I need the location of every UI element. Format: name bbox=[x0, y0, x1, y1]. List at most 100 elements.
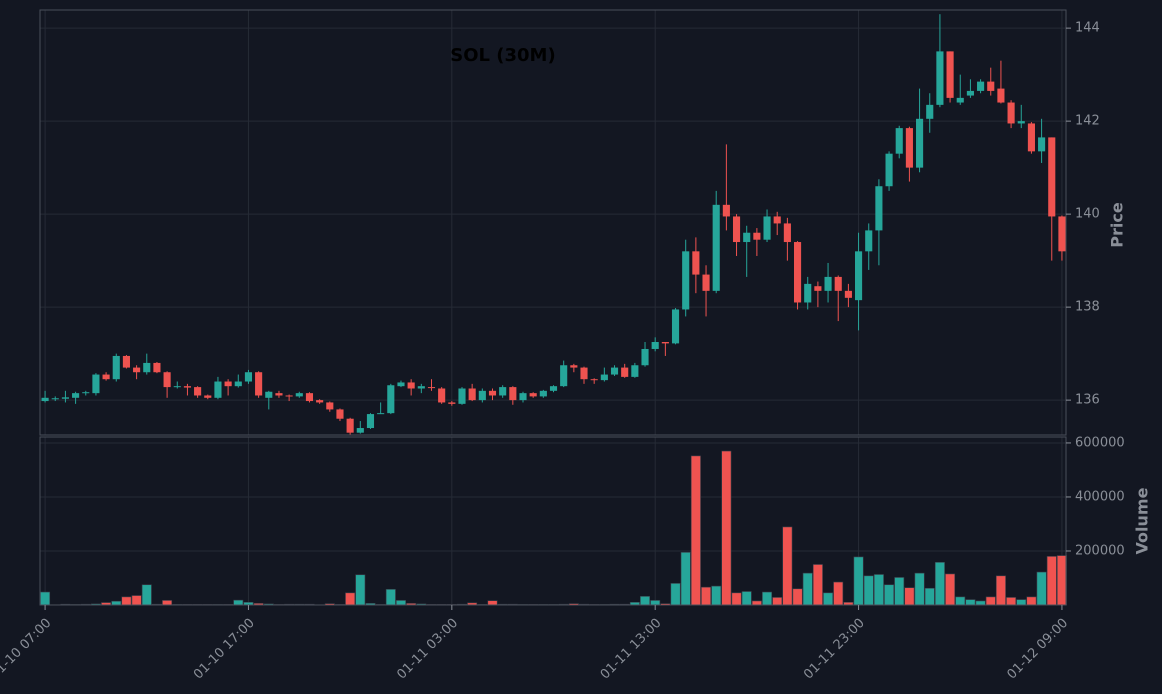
volume-bar bbox=[812, 564, 823, 606]
candle-body bbox=[194, 387, 202, 396]
candle-body bbox=[610, 367, 619, 375]
candle-body bbox=[92, 374, 100, 394]
volume-bar bbox=[40, 591, 51, 606]
volume-bar bbox=[833, 581, 844, 606]
candle-body bbox=[997, 88, 1005, 103]
volume-bar bbox=[111, 600, 122, 606]
volume-bar bbox=[721, 450, 732, 606]
volume-bar bbox=[121, 596, 132, 606]
volume-bar bbox=[792, 588, 803, 606]
y-tick-label: 138 bbox=[1075, 300, 1100, 315]
candle-body bbox=[1027, 123, 1035, 152]
volume-bar bbox=[640, 596, 651, 606]
candle-body bbox=[966, 90, 974, 96]
candle-body bbox=[783, 223, 791, 243]
candle-body bbox=[102, 374, 110, 380]
y-axis-label: Price bbox=[1108, 202, 1127, 248]
candle-body bbox=[336, 409, 344, 419]
price-frame bbox=[39, 9, 1067, 436]
volume-bar bbox=[1016, 599, 1027, 606]
volume-bar bbox=[701, 586, 712, 606]
candle-body bbox=[285, 395, 293, 397]
candle-body bbox=[590, 379, 598, 381]
candle-body bbox=[793, 242, 802, 303]
volume-bar bbox=[965, 599, 976, 606]
volume-bar bbox=[680, 552, 691, 606]
candle-body bbox=[1048, 137, 1056, 217]
candle-body bbox=[987, 81, 995, 91]
volume-tick-label: 200000 bbox=[1075, 543, 1125, 558]
volume-frame bbox=[39, 436, 1067, 606]
candle-body bbox=[275, 393, 283, 396]
volume-bar bbox=[904, 587, 915, 606]
candle-body bbox=[1038, 137, 1046, 152]
candle-body bbox=[265, 391, 273, 398]
volume-bar bbox=[385, 589, 396, 606]
candle-body bbox=[936, 51, 944, 105]
candle-body bbox=[804, 283, 812, 303]
candle-body bbox=[133, 367, 141, 373]
volume-bar bbox=[945, 573, 956, 606]
volume-bar bbox=[955, 596, 966, 606]
volume-bar bbox=[751, 600, 762, 606]
volume-bar bbox=[670, 583, 681, 606]
volume-bar bbox=[924, 587, 935, 606]
candle-body bbox=[926, 104, 934, 119]
candle-body bbox=[122, 355, 130, 368]
candle-body bbox=[641, 348, 649, 366]
candle-body bbox=[397, 382, 405, 387]
candle-body bbox=[509, 387, 517, 401]
volume-bar bbox=[690, 455, 701, 606]
candle-body bbox=[570, 365, 578, 368]
candle-body bbox=[224, 381, 232, 387]
volume-bar bbox=[873, 574, 884, 606]
volume-bar bbox=[711, 585, 722, 606]
candle-body bbox=[753, 232, 761, 240]
candle-body bbox=[844, 290, 852, 298]
volume-bar bbox=[823, 592, 834, 606]
candle-body bbox=[448, 402, 456, 404]
candle-body bbox=[814, 286, 822, 291]
candle-body bbox=[865, 230, 873, 252]
candle-body bbox=[1007, 102, 1015, 124]
candle-body bbox=[732, 216, 741, 243]
candle-body bbox=[387, 385, 395, 414]
volume-bar bbox=[985, 596, 996, 606]
candle-body bbox=[539, 390, 547, 397]
candle-body bbox=[651, 342, 659, 349]
candle-body bbox=[214, 381, 222, 398]
y-tick-label: 136 bbox=[1075, 393, 1100, 408]
volume-bar bbox=[487, 600, 498, 606]
candle-body bbox=[295, 393, 303, 397]
candle-body bbox=[244, 372, 253, 382]
candle-body bbox=[417, 386, 425, 389]
candle-body bbox=[41, 397, 49, 402]
candle-body bbox=[621, 367, 629, 377]
candle-body bbox=[468, 388, 476, 401]
y-tick-label: 144 bbox=[1075, 21, 1100, 36]
candle-body bbox=[834, 276, 842, 291]
candle-body bbox=[671, 309, 680, 344]
candle-body bbox=[316, 400, 324, 403]
plot-layer bbox=[40, 10, 1067, 606]
candle-body bbox=[661, 342, 669, 344]
volume-bar bbox=[863, 575, 874, 606]
candle-body bbox=[977, 81, 985, 91]
volume-bar bbox=[131, 595, 142, 606]
candle-body bbox=[529, 393, 537, 397]
volume-bar bbox=[782, 526, 793, 606]
candle-body bbox=[82, 392, 90, 394]
y-tick-label: 140 bbox=[1075, 207, 1100, 222]
volume-tick-label: 600000 bbox=[1075, 435, 1125, 450]
y-tick-label: 142 bbox=[1075, 114, 1100, 129]
volume-bar bbox=[995, 575, 1006, 606]
candle-body bbox=[824, 276, 832, 291]
volume-bar bbox=[141, 584, 152, 606]
candle-body bbox=[458, 388, 466, 404]
volume-bar bbox=[233, 599, 244, 606]
candle-body bbox=[305, 393, 314, 402]
volume-bar bbox=[934, 562, 945, 606]
candle-body bbox=[743, 232, 751, 243]
